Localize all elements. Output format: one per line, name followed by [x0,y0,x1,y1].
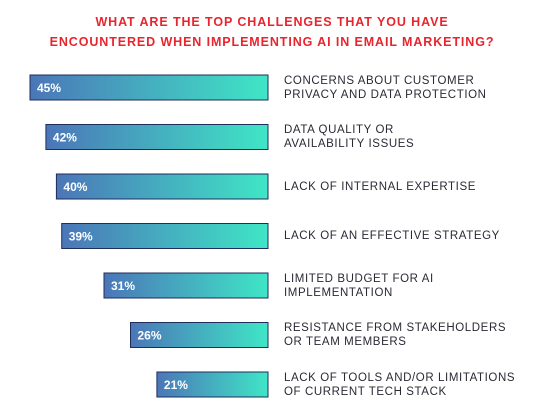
category-label-7-line-2: OF CURRENT TECH STACK [284,385,447,398]
bar-value-label-4: 39% [69,230,93,244]
category-label-1-line-2: PRIVACY AND DATA PROTECTION [284,88,487,101]
bar-1 [29,74,269,101]
bars-layer: 45% 42% 40% 39% 31% 26% 21% [29,74,269,398]
category-label-4: LACK OF AN EFFECTIVE STRATEGY [284,229,540,243]
category-label-2-line-2: AVAILABILITY ISSUES [284,138,415,150]
category-label-3: LACK OF INTERNAL EXPERTISE [284,180,540,194]
category-label-7-line-1: LACK OF TOOLS AND/OR LIMITATIONS [284,371,516,384]
category-label-2-line-1: DATA QUALITY OR [284,124,394,136]
bar-value-label-7: 21% [164,378,188,392]
bar-value-label-3: 40% [63,180,87,194]
bar-value-label-2: 42% [53,131,77,145]
category-label-5-line-2: IMPLEMENTATION [284,286,393,299]
bar-5 [103,272,269,299]
chart-title: WHAT ARE THE TOP CHALLENGES THAT YOU HAV… [0,12,544,52]
category-label-5-line-1: LIMITED BUDGET FOR AI [284,272,434,285]
chart-title-line-1: WHAT ARE THE TOP CHALLENGES THAT YOU HAV… [95,15,449,29]
bar-4 [61,223,269,249]
bar-6 [130,322,269,348]
bar-value-label-6: 26% [138,329,162,343]
bar-value-label-1: 45% [37,81,61,95]
category-label-6-line-2: OR TEAM MEMBERS [284,336,407,348]
bar-3 [55,173,269,200]
category-label-5: LIMITED BUDGET FOR AI IMPLEMENTATION [284,272,540,300]
category-label-2: DATA QUALITY OR AVAILABILITY ISSUES [284,123,540,151]
bar-2 [45,124,269,150]
category-label-6: RESISTANCE FROM STAKEHOLDERS OR TEAM MEMB… [284,321,540,349]
category-label-4-line-1: LACK OF AN EFFECTIVE STRATEGY [284,230,500,242]
chart-title-line-2: ENCOUNTERED WHEN IMPLEMENTING AI IN EMAI… [49,35,495,49]
category-label-1-line-1: CONCERNS ABOUT CUSTOMER [284,74,475,87]
bar-7 [156,371,269,398]
category-label-6-line-1: RESISTANCE FROM STAKEHOLDERS [284,322,507,334]
category-label-3-line-1: LACK OF INTERNAL EXPERTISE [284,180,476,193]
category-label-1: CONCERNS ABOUT CUSTOMER PRIVACY AND DATA … [284,74,540,102]
bar-value-label-5: 31% [111,279,135,293]
category-label-7: LACK OF TOOLS AND/OR LIMITATIONS OF CURRE… [284,371,540,399]
